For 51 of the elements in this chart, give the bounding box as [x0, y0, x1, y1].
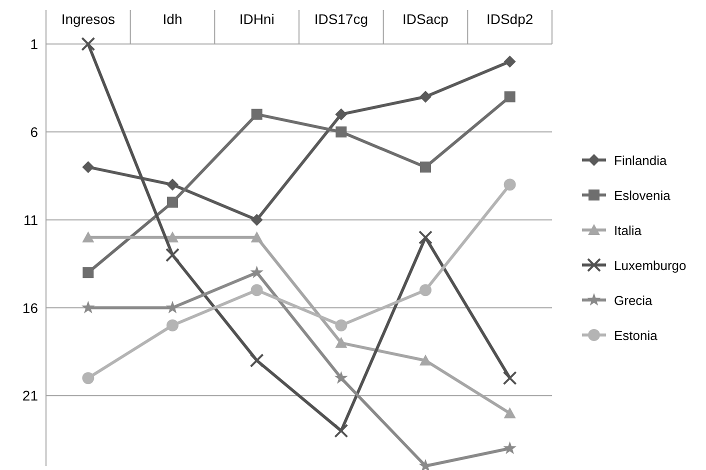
point [251, 108, 262, 120]
legend-label: Eslovenia [614, 188, 672, 203]
y-tick-label: 16 [22, 300, 38, 316]
point [250, 354, 264, 368]
point [250, 231, 263, 242]
point [334, 424, 348, 438]
y-tick-label: 11 [23, 212, 38, 228]
point [335, 108, 348, 120]
point [503, 441, 516, 454]
point [82, 372, 94, 384]
legend-label: Luxemburgo [614, 258, 686, 273]
point [166, 178, 178, 191]
x-tick-label: IDSacp [402, 11, 449, 27]
point [250, 266, 264, 278]
x-tick-label: IDS17cg [314, 11, 368, 27]
legend-label: Italia [614, 223, 642, 238]
point [504, 407, 516, 418]
y-tick-label: 1 [30, 36, 38, 52]
y-tick-label: 6 [30, 124, 38, 140]
point [418, 230, 432, 244]
point [82, 231, 94, 242]
point [166, 231, 178, 242]
point [335, 336, 348, 348]
x-tick-label: IDSdp2 [486, 11, 534, 27]
x-tick-label: IDHni [239, 11, 274, 27]
point [335, 319, 348, 332]
point [250, 214, 263, 226]
point [82, 267, 94, 278]
point [167, 196, 178, 208]
point [166, 248, 180, 262]
point [504, 91, 516, 102]
y-tick-label: 21 [22, 388, 38, 404]
point [166, 319, 178, 332]
point [82, 300, 95, 314]
point [420, 354, 432, 366]
point [504, 178, 516, 191]
x-tick-label: Ingresos [61, 11, 116, 27]
x-tick-label: Idh [162, 11, 182, 27]
legend-label: Estonia [614, 328, 658, 343]
point [250, 284, 263, 296]
point [420, 162, 431, 173]
point [334, 371, 348, 384]
legend-label: Grecia [614, 293, 654, 308]
point [336, 126, 347, 138]
point [504, 56, 516, 68]
point [82, 161, 94, 174]
legend-label: Finlandia [614, 153, 668, 168]
point [420, 284, 432, 296]
point [502, 371, 517, 386]
point [81, 37, 96, 51]
point [420, 90, 432, 103]
